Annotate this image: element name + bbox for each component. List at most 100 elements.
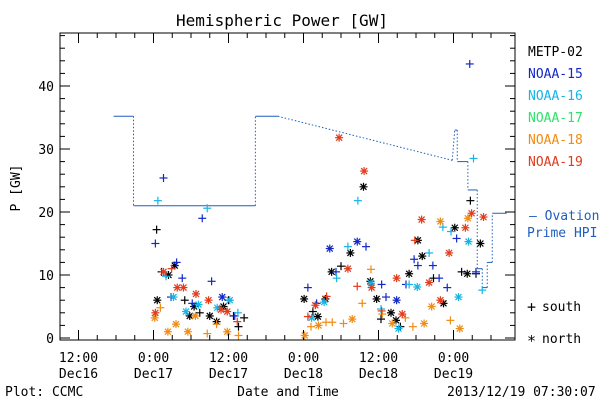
metp-02-point — [327, 267, 336, 276]
data-points — [150, 59, 488, 340]
ovation-label-line1: – Ovation — [529, 209, 599, 224]
y-axis: 0 10 20 30 40 — [38, 35, 515, 347]
noaa-19-point — [425, 278, 434, 287]
noaa-18-point — [183, 327, 192, 336]
north-marker-label: north — [542, 332, 581, 347]
legend-entry: METP-02 — [528, 45, 583, 60]
noaa-16-point — [377, 305, 385, 314]
noaa-15-point — [413, 261, 422, 270]
metp-02-point — [152, 225, 161, 234]
noaa-18-point — [420, 319, 429, 328]
noaa-16-point — [233, 308, 242, 317]
noaa-19-point — [192, 289, 200, 298]
metp-02-point — [359, 182, 368, 191]
noaa-18-point — [408, 322, 417, 331]
noaa-16-point — [447, 227, 455, 236]
noaa-15-point — [198, 214, 207, 223]
legend-entry: NOAA-19 — [528, 155, 583, 170]
noaa-18-point — [234, 331, 243, 340]
noaa-15-point — [428, 261, 437, 270]
noaa-16-point — [425, 248, 434, 257]
noaa-16-point — [182, 307, 190, 316]
noaa-15-point — [452, 234, 461, 243]
noaa-16-point — [203, 204, 212, 213]
noaa-15-point — [443, 283, 452, 292]
metp-02-point — [153, 296, 162, 305]
noaa-19-point — [436, 296, 445, 305]
noaa-16-point — [405, 280, 414, 289]
noaa-15-point — [465, 59, 474, 68]
noaa-19-point — [445, 248, 454, 257]
y-tick-label: 20 — [38, 206, 54, 221]
metp-02-point — [300, 294, 309, 303]
noaa-19-point — [179, 283, 188, 292]
noaa-15-point — [178, 274, 187, 283]
x-axis-label: Date and Time — [237, 385, 339, 400]
metp-02-point — [457, 267, 466, 276]
noaa-19-point — [322, 292, 331, 301]
ovation-label: – Ovation Prime HPI — [527, 209, 599, 241]
noaa-18-point — [436, 217, 445, 226]
metp-02-point — [405, 269, 414, 278]
noaa-19-point — [377, 306, 386, 315]
metp-02-point — [346, 248, 355, 257]
noaa-18-point — [212, 320, 221, 329]
noaa-15-point — [362, 242, 370, 251]
noaa-19-point — [311, 301, 320, 310]
x-tick-label-time: 0:00 — [288, 351, 319, 366]
metp-02-point — [240, 313, 249, 322]
metp-02-point — [313, 312, 322, 321]
noaa-18-point — [314, 321, 323, 330]
x-tick-label-date: Dec18 — [359, 367, 398, 382]
south-marker-label: south — [542, 300, 581, 315]
noaa-18-point — [223, 327, 232, 336]
noaa-19-point — [467, 209, 476, 218]
noaa-18-point — [203, 329, 212, 338]
noaa-15-point — [377, 280, 386, 289]
x-tick-label-date: Dec17 — [134, 367, 173, 382]
noaa-18-point — [455, 324, 464, 333]
metp-02-point — [450, 223, 459, 232]
noaa-18-point — [307, 322, 315, 331]
noaa-19-point — [151, 308, 160, 317]
metp-02-point — [387, 308, 395, 317]
plot-area — [59, 32, 516, 341]
legend: METP-02 NOAA-15 NOAA-16 NOAA-17 NOAA-18 NOAA-… — [528, 45, 583, 170]
noaa-19-point — [204, 296, 213, 305]
metp-02-point — [205, 311, 214, 320]
legend-entry: NOAA-17 — [528, 111, 583, 126]
noaa-15-point — [188, 299, 197, 308]
noaa-19-point — [479, 213, 488, 222]
north-marker-glyph: * — [527, 332, 536, 350]
noaa-18-point — [172, 320, 180, 329]
metp-02-point — [195, 308, 204, 317]
noaa-18-point — [388, 319, 397, 328]
noaa-18-point — [348, 315, 357, 324]
y-tick-label: 10 — [38, 269, 54, 284]
noaa-18-point — [339, 319, 348, 328]
noaa-19-point — [233, 317, 242, 326]
y-axis-label: P [GW] — [9, 165, 24, 212]
noaa-15-point — [435, 274, 444, 283]
noaa-16-point — [478, 286, 487, 295]
chart-title: Hemispheric Power [GW] — [176, 11, 388, 30]
noaa-19-point — [217, 305, 225, 314]
noaa-15-point — [325, 244, 334, 253]
noaa-19-point — [167, 264, 176, 273]
noaa-18-point — [191, 311, 200, 320]
noaa-19-point — [343, 264, 352, 273]
noaa-15-point — [207, 277, 216, 286]
noaa-16-point — [394, 324, 403, 333]
x-axis: 12:00Dec160:00Dec1712:00Dec170:00Dec1812… — [59, 33, 492, 382]
metp-02-point — [337, 262, 345, 271]
noaa-19-point — [159, 267, 168, 276]
noaa-16-point — [307, 313, 316, 322]
noaa-16-point — [169, 293, 178, 302]
noaa-18-point — [446, 316, 455, 325]
noaa-15-point — [332, 267, 340, 276]
noaa-15-point — [353, 237, 362, 246]
noaa-15-point — [472, 267, 480, 276]
noaa-19-point — [335, 133, 344, 142]
legend-entry: NOAA-18 — [528, 133, 583, 148]
